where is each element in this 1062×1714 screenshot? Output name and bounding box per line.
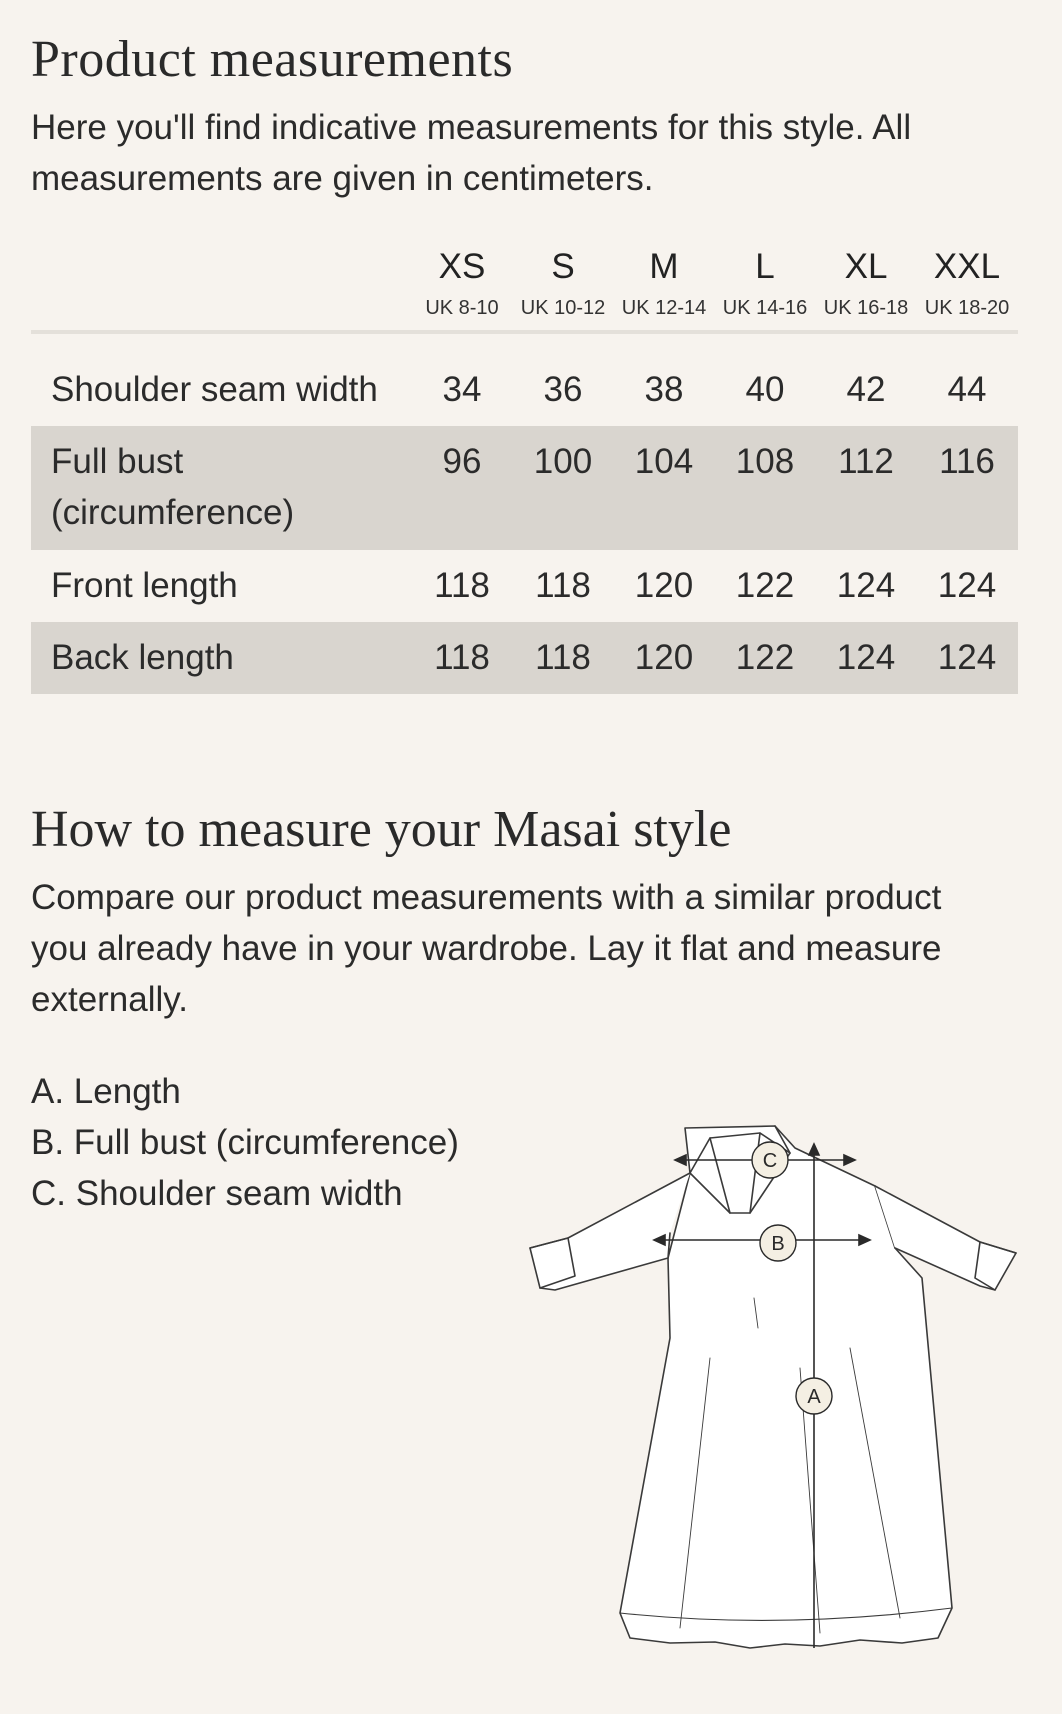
size-label: S — [551, 247, 575, 286]
marker-a: A — [795, 1377, 833, 1415]
cell-value: 36 — [543, 370, 583, 409]
how-to-text: Compare our product measurements with a … — [31, 878, 942, 1019]
table-header: XS UK 8-10 S UK 10-12 M UK 12-14 L UK 14… — [31, 246, 1018, 334]
cell-value: 118 — [535, 638, 591, 677]
table-row: Shoulder seam width 34 36 38 40 42 44 — [31, 354, 1018, 426]
size-label: XS — [438, 247, 486, 286]
dress-diagram: C B A — [529, 1125, 1017, 1649]
cell-value: 120 — [634, 638, 694, 677]
right-sleeve — [874, 1185, 1017, 1291]
size-label: M — [649, 247, 679, 286]
cell-value: 118 — [434, 566, 490, 605]
cell-value: 34 — [442, 370, 482, 409]
row-label: Front length — [51, 566, 238, 605]
cell-value: 120 — [634, 566, 694, 605]
dress-body — [619, 1125, 953, 1649]
table-row: Back length 118 118 120 122 124 124 — [31, 622, 1018, 694]
table-body: Shoulder seam width 34 36 38 40 42 44 Fu… — [31, 354, 1018, 694]
page-title: Product measurements — [31, 31, 514, 88]
size-col-xxl: XXL UK 18-20 — [917, 246, 1017, 322]
legend-item-bust: B. Full bust (circumference) — [31, 1123, 459, 1162]
uk-size-label: UK 16-18 — [823, 297, 909, 319]
cell-value: 40 — [745, 370, 785, 409]
cell-value: 124 — [836, 566, 896, 605]
row-label: Shoulder seam width — [51, 370, 378, 409]
cell-value: 118 — [434, 638, 490, 677]
row-label: Back length — [51, 638, 234, 677]
cell-value: 44 — [947, 370, 987, 409]
uk-size-label: UK 10-12 — [520, 297, 606, 319]
cell-value: 100 — [533, 442, 593, 481]
table-row: Full bust (circumference) 96 100 104 108… — [31, 426, 1018, 550]
how-to-title: How to measure your Masai style — [31, 801, 732, 858]
size-col-s: S UK 10-12 — [513, 246, 613, 322]
row-label: Full bust (circumference) — [51, 442, 295, 532]
measurements-table: XS UK 8-10 S UK 10-12 M UK 12-14 L UK 14… — [31, 246, 1018, 694]
cell-value: 124 — [937, 566, 997, 605]
size-label: XXL — [933, 247, 1001, 286]
uk-size-label: UK 8-10 — [425, 297, 499, 319]
size-label: XL — [844, 247, 888, 286]
marker-label: A — [807, 1386, 821, 1408]
cell-value: 122 — [735, 566, 795, 605]
cell-value: 38 — [644, 370, 684, 409]
size-col-l: L UK 14-16 — [715, 246, 815, 322]
uk-size-label: UK 18-20 — [924, 297, 1010, 319]
table-row: Front length 118 118 120 122 124 124 — [31, 550, 1018, 622]
uk-size-label: UK 12-14 — [621, 297, 707, 319]
legend-item-shoulder: C. Shoulder seam width — [31, 1174, 403, 1213]
cell-value: 96 — [442, 442, 482, 481]
uk-size-label: UK 14-16 — [722, 297, 808, 319]
cell-value: 108 — [735, 442, 795, 481]
cell-value: 42 — [846, 370, 886, 409]
cell-value: 124 — [937, 638, 997, 677]
measure-legend: A. Length B. Full bust (circumference) C… — [31, 1066, 459, 1219]
marker-label: C — [763, 1150, 777, 1172]
cell-value: 124 — [836, 638, 896, 677]
size-col-xs: XS UK 8-10 — [412, 246, 512, 322]
marker-c: C — [751, 1141, 789, 1179]
cell-value: 104 — [634, 442, 694, 481]
cell-value: 118 — [535, 566, 591, 605]
cell-value: 122 — [735, 638, 795, 677]
marker-label: B — [771, 1233, 784, 1255]
intro-text: Here you'll find indicative measurements… — [31, 108, 912, 198]
cell-value: 116 — [939, 442, 995, 481]
size-col-xl: XL UK 16-18 — [816, 246, 916, 322]
size-label: L — [755, 247, 775, 286]
legend-item-length: A. Length — [31, 1072, 181, 1111]
cell-value: 112 — [838, 442, 894, 481]
marker-b: B — [759, 1224, 797, 1262]
left-sleeve — [529, 1172, 691, 1291]
size-col-m: M UK 12-14 — [614, 246, 714, 322]
